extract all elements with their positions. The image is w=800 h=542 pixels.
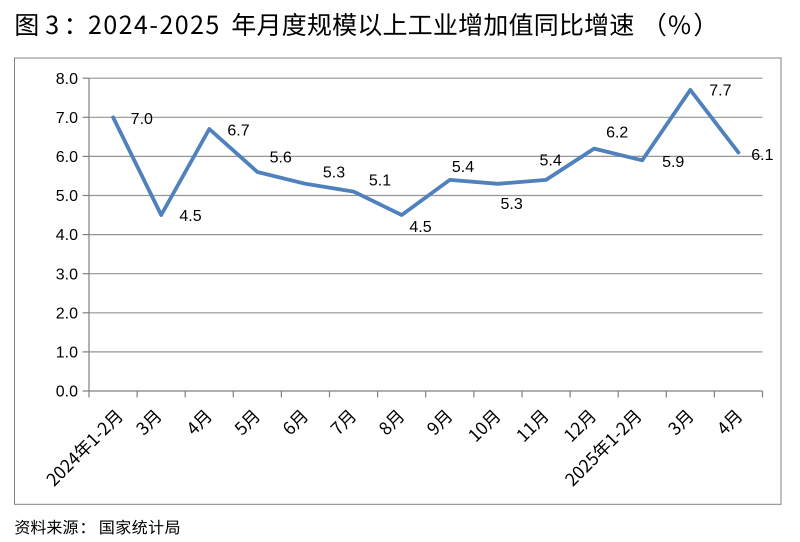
svg-text:2.0: 2.0 [56,305,78,322]
svg-text:4.5: 4.5 [179,208,201,225]
svg-text:5.1: 5.1 [369,173,391,190]
svg-text:4.0: 4.0 [56,227,78,244]
svg-text:5.6: 5.6 [270,149,292,166]
svg-text:7.7: 7.7 [709,83,731,100]
svg-text:6.2: 6.2 [606,125,628,142]
svg-text:4.5: 4.5 [409,219,431,236]
svg-text:6.0: 6.0 [56,149,78,166]
svg-text:3.0: 3.0 [56,266,78,283]
svg-text:5.0: 5.0 [56,188,78,205]
svg-text:6.1: 6.1 [751,147,773,164]
svg-text:5.3: 5.3 [500,196,522,213]
svg-text:5.4: 5.4 [539,153,561,170]
svg-text:5.3: 5.3 [323,165,345,182]
svg-text:5.4: 5.4 [452,159,474,176]
svg-text:5.9: 5.9 [662,154,684,171]
svg-text:7.0: 7.0 [131,111,153,128]
svg-text:0.0: 0.0 [56,384,78,401]
svg-text:6.7: 6.7 [227,122,249,139]
svg-text:8.0: 8.0 [56,71,78,88]
svg-text:1.0: 1.0 [56,345,78,362]
svg-text:7.0: 7.0 [56,110,78,127]
